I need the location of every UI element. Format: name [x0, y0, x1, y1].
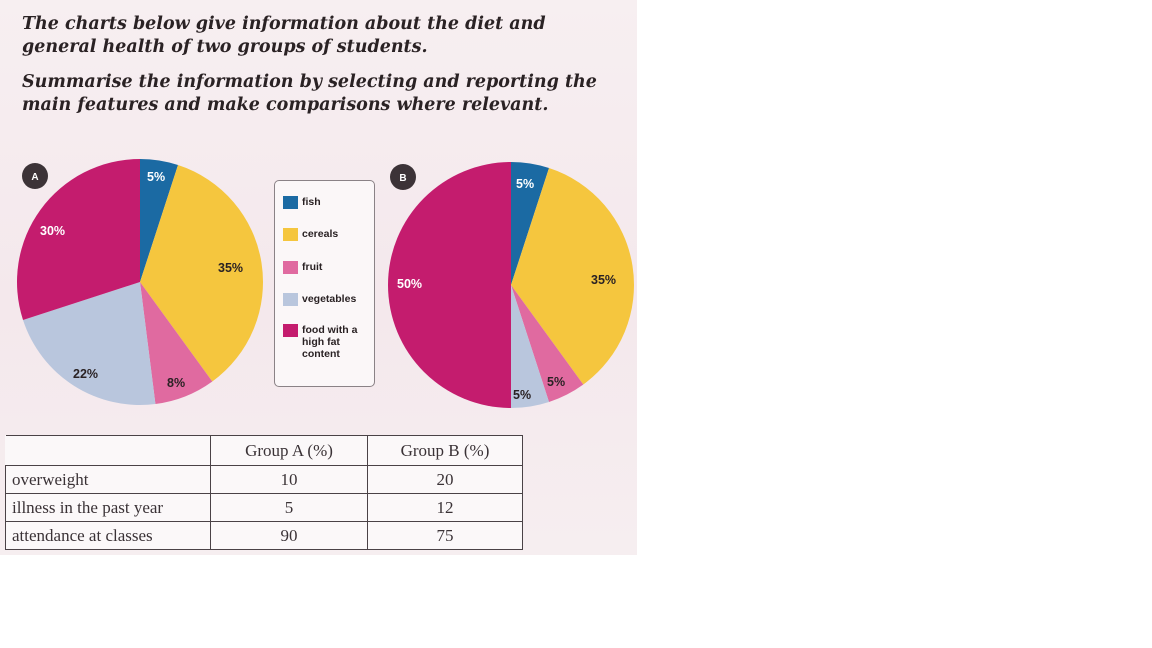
- pie-charts: A B 5% 35% 8% 22% 30% 5% 35% 5% 5% 50%: [16, 159, 635, 408]
- table-cell-group-a: 10: [210, 465, 368, 494]
- legend-label-vegetables: vegetables: [302, 293, 357, 305]
- pie-chart-b: [388, 162, 635, 408]
- pie-b-label-vegetables: 5%: [513, 388, 531, 402]
- pie-b-label-fish: 5%: [516, 177, 534, 191]
- pie-b-label-fruit: 5%: [547, 375, 565, 389]
- table-row: overweight 10 20: [5, 465, 523, 494]
- legend-label-high-fat: food with a high fat content: [302, 324, 358, 360]
- pie-a-badge-circle: [22, 163, 48, 189]
- pie-b-badge-label: B: [399, 173, 406, 184]
- pie-a-label-cereals: 35%: [218, 261, 243, 275]
- pie-b-label-high-fat: 50%: [397, 277, 422, 291]
- pie-a-slice-high-fat: [16, 159, 140, 321]
- table-cell-group-a: 90: [210, 521, 368, 550]
- legend-swatch-high-fat: [283, 324, 298, 337]
- pie-chart-a: [16, 159, 264, 406]
- table-row-label: overweight: [5, 465, 211, 494]
- table-row: attendance at classes 90 75: [5, 521, 523, 550]
- health-data-table: Group A (%) Group B (%) overweight 10 20…: [5, 435, 523, 550]
- legend-label-fish: fish: [302, 196, 321, 208]
- pie-b-label-cereals: 35%: [591, 273, 616, 287]
- pie-a-label-fish: 5%: [147, 170, 165, 184]
- legend-item-fruit: fruit: [283, 261, 368, 274]
- pie-b-badge-circle: [390, 164, 416, 190]
- legend-item-fish: fish: [283, 196, 368, 209]
- table-header-row: Group A (%) Group B (%): [5, 435, 523, 466]
- legend-item-vegetables: vegetables: [283, 293, 368, 306]
- pie-b-slice-fish: [511, 162, 550, 285]
- pie-a-slice-fish: [140, 159, 179, 282]
- pie-a-label-high-fat: 30%: [40, 224, 65, 238]
- legend-swatch-vegetables: [283, 293, 298, 306]
- legend-label-fruit: fruit: [302, 261, 323, 273]
- pie-a-label-fruit: 8%: [167, 376, 185, 390]
- table-row: illness in the past year 5 12: [5, 493, 523, 522]
- pie-b-slice-cereals: [511, 168, 635, 385]
- table-row-label: illness in the past year: [5, 493, 211, 522]
- pie-b-slice-fruit: [511, 285, 584, 402]
- legend-item-high-fat: food with a high fat content: [283, 324, 368, 360]
- table-row-label: attendance at classes: [5, 521, 211, 550]
- legend-swatch-fish: [283, 196, 298, 209]
- pie-b-slice-vegetables: [511, 285, 550, 408]
- pie-a-badge: A: [22, 163, 48, 189]
- pie-a-badge-label: A: [31, 172, 38, 183]
- table-cell-group-b: 12: [367, 493, 523, 522]
- table-cell-group-a: 5: [210, 493, 368, 522]
- legend-swatch-cereals: [283, 228, 298, 241]
- pie-a-slice-cereals: [140, 165, 264, 382]
- task-prompt-intro: The charts below give information about …: [22, 14, 546, 57]
- legend-swatch-fruit: [283, 261, 298, 274]
- pie-a-label-vegetables: 22%: [73, 367, 98, 381]
- table-header-group-b: Group B (%): [367, 435, 523, 466]
- pie-a-slice-vegetables: [23, 282, 156, 406]
- pie-a-slice-fruit: [140, 282, 213, 405]
- legend-label-cereals: cereals: [302, 228, 339, 240]
- pie-b-slice-high-fat: [388, 162, 511, 408]
- legend-item-cereals: cereals: [283, 228, 368, 241]
- table-cell-group-b: 20: [367, 465, 523, 494]
- table-header-blank: [5, 435, 211, 466]
- chart-legend: fish cereals fruit vegetables food with …: [274, 180, 375, 387]
- pie-b-badge: B: [390, 164, 416, 190]
- table-cell-group-b: 75: [367, 521, 523, 550]
- task-panel: The charts below give information about …: [0, 0, 637, 555]
- table-header-group-a: Group A (%): [210, 435, 368, 466]
- task-prompt-instruction: Summarise the information by selecting a…: [22, 72, 597, 115]
